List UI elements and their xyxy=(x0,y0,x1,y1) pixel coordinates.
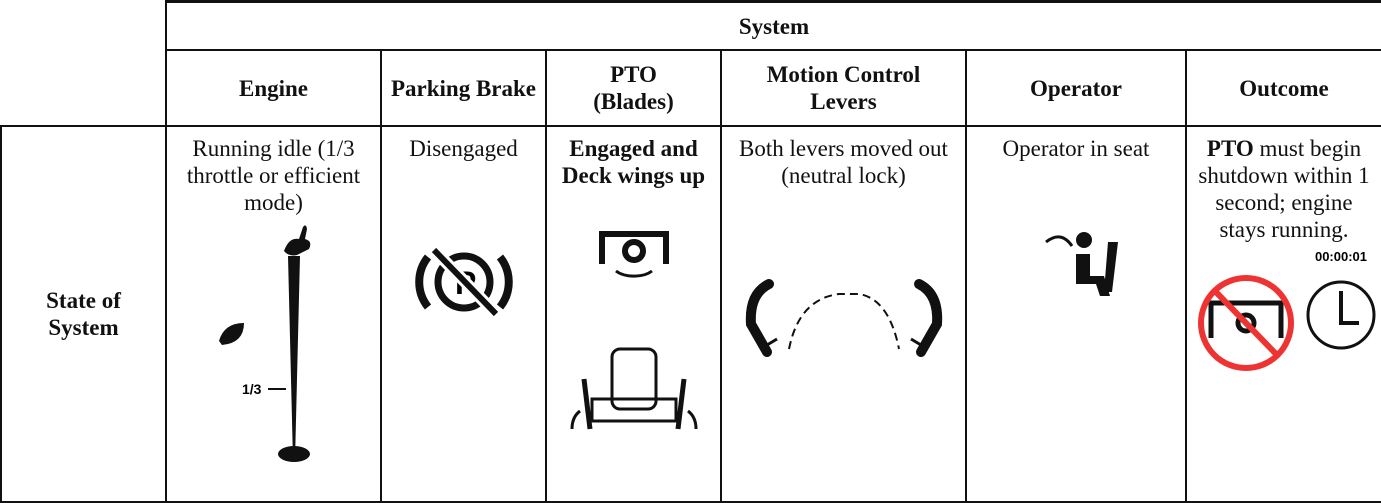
column-header: Outcome xyxy=(1185,49,1381,127)
state-row: State of System Running idle (1/3 thrott… xyxy=(0,125,1381,503)
column-header: Parking Brake xyxy=(380,49,547,127)
header-row: Engine Parking Brake PTO (Blades) Motion… xyxy=(1,49,1381,127)
column-header: Operator xyxy=(965,49,1187,127)
cell: Disengaged P xyxy=(380,125,547,503)
cell: Engaged and Deck wings up xyxy=(545,125,722,503)
column-header: PTO (Blades) xyxy=(545,49,722,127)
column-header: Engine xyxy=(165,49,382,127)
cell: Operator in seat xyxy=(965,125,1187,503)
cell-text-part: must begin shutdown within 1 second; eng… xyxy=(1198,136,1370,242)
group-row: System xyxy=(1,0,1381,51)
throttle-icon: 1/3 xyxy=(218,225,310,462)
group-header: System xyxy=(165,0,1381,51)
cell-text: PTO must begin shutdown within 1 second;… xyxy=(1191,135,1377,243)
cell-bold: PTO xyxy=(1206,136,1254,161)
pto-icon xyxy=(570,231,697,430)
cell: Running idle (1/3 throttle or efficient … xyxy=(165,125,382,503)
brake-icon: P xyxy=(414,245,513,319)
outcome-icon: 00:00:01 xyxy=(1198,249,1376,371)
cell-text: Engaged and Deck wings up xyxy=(561,136,706,188)
cell-text: Disengaged xyxy=(409,136,518,161)
empty-cell xyxy=(1,50,167,127)
column-header: Motion Control Levers xyxy=(720,49,967,127)
timer-label: 00:00:01 xyxy=(1315,249,1367,264)
cell-text: Both levers moved out (neutral lock) xyxy=(739,136,948,188)
cell: Both levers moved out (neutral lock) xyxy=(720,125,967,503)
throttle-label: 1/3 xyxy=(242,381,262,397)
operator-icon xyxy=(1045,232,1118,296)
cell: PTO must begin shutdown within 1 second;… xyxy=(1185,125,1381,503)
empty-cell xyxy=(1,2,166,51)
levers-icon xyxy=(745,279,942,357)
cell-text: Running idle (1/3 throttle or efficient … xyxy=(186,136,361,215)
cell-text: Operator in seat xyxy=(1002,136,1150,161)
row-header: State of System xyxy=(0,125,167,503)
